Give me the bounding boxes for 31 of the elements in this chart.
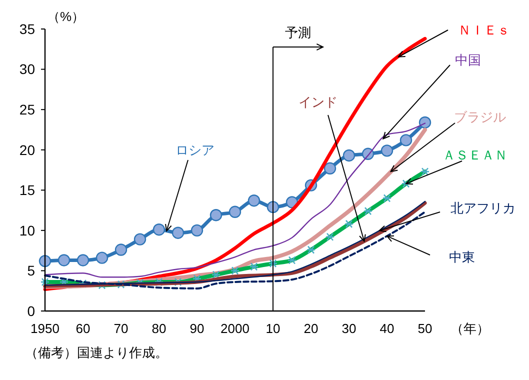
x-tick-label: 60 <box>76 321 90 336</box>
text: ＮＩＥｓ <box>458 22 510 38</box>
x-tick-label: 70 <box>114 321 128 336</box>
text: （備考）国連より作成。 <box>25 345 168 360</box>
text: 中国 <box>455 52 481 68</box>
y-tick-label: 10 <box>19 222 36 238</box>
x-axis-title: （年） <box>450 321 490 336</box>
y-tick-label: 30 <box>19 61 36 78</box>
y-tick-label: 5 <box>27 262 36 279</box>
x-tick-label: 1950 <box>30 321 60 336</box>
y-tick-label: 0 <box>27 302 36 319</box>
series-label: 北アフリカ <box>450 200 516 216</box>
x-tick-label: 40 <box>380 321 394 336</box>
x-tick-label: 80 <box>152 321 166 336</box>
x-tick-label: 10 <box>266 321 280 336</box>
y-tick-label: 25 <box>19 101 36 118</box>
text: インド <box>298 94 338 110</box>
x-tick-label: 50 <box>418 321 432 336</box>
y-tick-label: 20 <box>19 142 36 158</box>
text: ロシア <box>176 142 214 158</box>
text: ブラジル <box>454 110 506 125</box>
x-tick-label: 20 <box>304 321 318 336</box>
ref-line-label: 予測 <box>285 25 311 40</box>
x-tick-label: 90 <box>190 321 204 336</box>
y-tick-label: 35 <box>19 20 36 37</box>
text: 中東 <box>449 250 475 265</box>
x-tick-label: 30 <box>342 321 356 336</box>
x-tick-label: 2000 <box>220 321 250 336</box>
y-axis-title: （%） <box>47 9 85 24</box>
y-tick-label: 15 <box>19 182 36 198</box>
series-label: ＡＳＥＡＮ <box>442 148 508 163</box>
